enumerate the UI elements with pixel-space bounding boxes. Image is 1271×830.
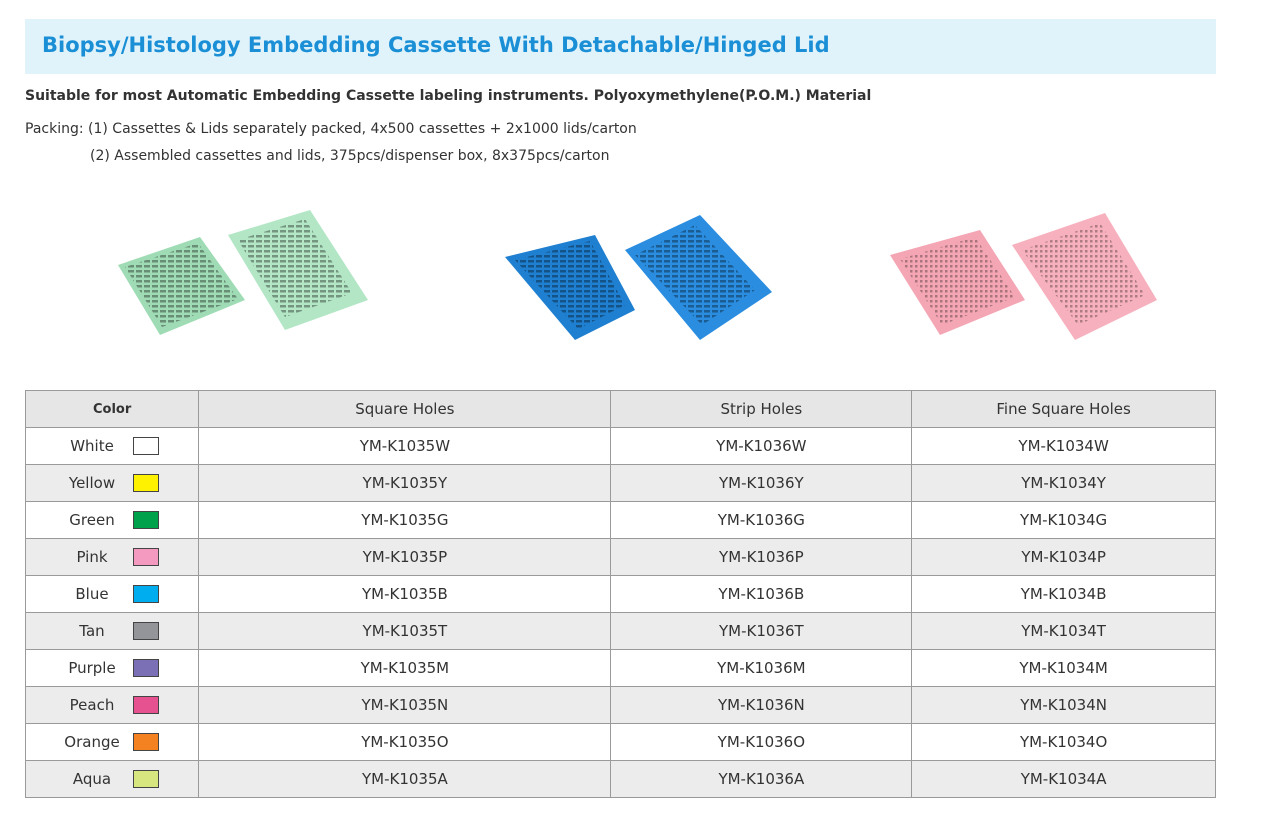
table-row: Orange YM-K1035O YM-K1036O YM-K1034O [24,723,1216,761]
table-row: Pink YM-K1035P YM-K1036P YM-K1034P [24,538,1216,576]
product-code: YM-K1035W [198,427,612,465]
product-code: YM-K1036G [610,501,913,539]
product-code: YM-K1035Y [198,464,612,502]
table-row: Yellow YM-K1035Y YM-K1036Y YM-K1034Y [24,464,1216,502]
column-header: Strip Holes [610,390,913,428]
color-cell: Orange [24,723,200,761]
color-cell: Aqua [24,760,200,798]
color-swatch [133,696,159,714]
color-name: Pink [76,548,108,566]
blue-cassettes [505,215,772,340]
color-swatch [133,511,159,529]
packing-line: (2) Assembled cassettes and lids, 375pcs… [90,148,610,164]
product-code: YM-K1035P [198,538,612,576]
color-name: Purple [68,659,116,677]
product-code: YM-K1034A [911,760,1216,798]
product-code: YM-K1035N [198,686,612,724]
color-swatch [133,437,159,455]
subtitle: Suitable for most Automatic Embedding Ca… [25,88,872,104]
color-name: Green [69,511,115,529]
table-row: Peach YM-K1035N YM-K1036N YM-K1034N [24,686,1216,724]
color-cell: Green [24,501,200,539]
table-row: Purple YM-K1035M YM-K1036M YM-K1034M [24,649,1216,687]
product-code: YM-K1035B [198,575,612,613]
packing-line: Packing: (1) Cassettes & Lids separately… [25,121,637,137]
product-code: YM-K1035M [198,649,612,687]
color-cell: Pink [24,538,200,576]
color-name: White [70,437,114,455]
product-code: YM-K1034T [911,612,1216,650]
header-row: Color Square Holes Strip Holes Fine Square … [24,390,1216,428]
table-row: Blue YM-K1035B YM-K1036B YM-K1034B [24,575,1216,613]
product-code: YM-K1034W [911,427,1216,465]
column-header: Color [24,390,200,428]
product-code: YM-K1036O [610,723,913,761]
color-name: Tan [79,622,105,640]
column-header: Square Holes [198,390,612,428]
table-row: Aqua YM-K1035A YM-K1036A YM-K1034A [24,760,1216,798]
color-cell: Tan [24,612,200,650]
product-code: YM-K1034G [911,501,1216,539]
product-images [118,210,1157,340]
product-code: YM-K1036P [610,538,913,576]
color-cell: Peach [24,686,200,724]
product-code: YM-K1036N [610,686,913,724]
color-name: Blue [75,585,109,603]
color-swatch [133,474,159,492]
product-code: YM-K1036Y [610,464,913,502]
green-cassettes [118,210,368,335]
product-code: YM-K1034M [911,649,1216,687]
product-code: YM-K1034B [911,575,1216,613]
product-code: YM-K1034Y [911,464,1216,502]
color-swatch [133,770,159,788]
product-code: YM-K1035G [198,501,612,539]
product-code: YM-K1036T [610,612,913,650]
product-code: YM-K1035T [198,612,612,650]
color-name: Orange [64,733,120,751]
product-code: YM-K1034P [911,538,1216,576]
product-code: YM-K1036M [610,649,913,687]
color-cell: Blue [24,575,200,613]
color-cell: White [24,427,200,465]
color-cell: Yellow [24,464,200,502]
color-name: Yellow [68,474,116,492]
product-code: YM-K1035O [198,723,612,761]
column-header: Fine Square Holes [911,390,1216,428]
product-code: YM-K1035A [198,760,612,798]
color-swatch [133,733,159,751]
table-row: White YM-K1035W YM-K1036W YM-K1034W [24,427,1216,465]
color-swatch [133,585,159,603]
color-swatch [133,622,159,640]
pink-cassettes [890,213,1157,340]
table-body: White YM-K1035W YM-K1036W YM-K1034W Yellow YM… [24,427,1216,798]
product-code: YM-K1036B [610,575,913,613]
color-name: Peach [69,696,115,714]
color-cell: Purple [24,649,200,687]
product-code: YM-K1034N [911,686,1216,724]
table-row: Tan YM-K1035T YM-K1036T YM-K1034T [24,612,1216,650]
product-code: YM-K1034O [911,723,1216,761]
product-table: Color Square Holes Strip Holes Fine Square … [24,390,1216,798]
color-name: Aqua [72,770,112,788]
color-swatch [133,548,159,566]
title: Biopsy/Histology Embedding Cassette With… [42,33,830,57]
title-bar: Biopsy/Histology Embedding Cassette With… [25,19,1216,74]
color-swatch [133,659,159,677]
table-row: Green YM-K1035G YM-K1036G YM-K1034G [24,501,1216,539]
product-code: YM-K1036W [610,427,913,465]
product-code: YM-K1036A [610,760,913,798]
